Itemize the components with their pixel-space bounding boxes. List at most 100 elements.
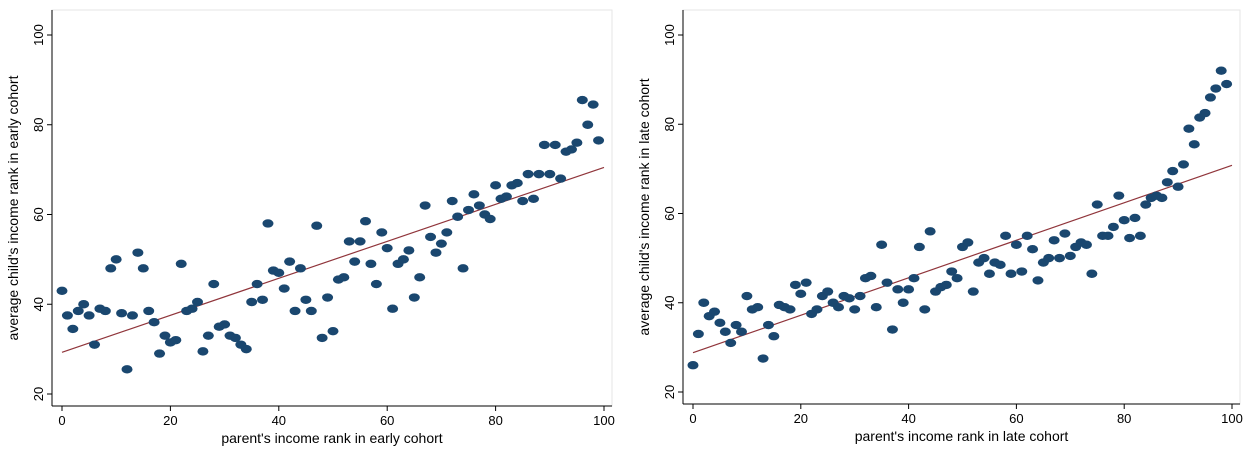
data-point bbox=[468, 190, 480, 199]
data-point bbox=[967, 287, 979, 296]
data-point bbox=[61, 311, 73, 320]
data-point bbox=[1043, 253, 1055, 263]
data-point bbox=[800, 278, 812, 287]
data-point bbox=[919, 305, 931, 314]
data-point bbox=[116, 309, 128, 318]
y-tick-label: 60 bbox=[662, 206, 677, 220]
data-point bbox=[343, 237, 355, 246]
data-point bbox=[811, 305, 823, 314]
data-point bbox=[484, 214, 496, 224]
data-point bbox=[903, 285, 915, 294]
data-point bbox=[913, 242, 925, 252]
x-tick-label: 0 bbox=[689, 411, 696, 426]
data-point bbox=[262, 219, 274, 228]
data-point bbox=[419, 201, 431, 210]
data-point bbox=[56, 286, 68, 295]
data-point bbox=[555, 174, 567, 183]
y-tick-label: 100 bbox=[31, 24, 46, 46]
x-axis-label: parent's income rank in late cohort bbox=[855, 428, 1069, 444]
data-point bbox=[822, 287, 834, 296]
data-point bbox=[289, 306, 301, 316]
data-point bbox=[1215, 66, 1227, 75]
data-point bbox=[1054, 253, 1066, 263]
data-point bbox=[843, 294, 855, 303]
data-point bbox=[370, 279, 382, 289]
data-point bbox=[983, 269, 995, 278]
data-point bbox=[1156, 193, 1168, 203]
data-point bbox=[192, 297, 203, 307]
data-point bbox=[709, 307, 721, 316]
x-tick-label: 60 bbox=[380, 413, 394, 428]
data-point bbox=[881, 278, 893, 287]
data-point bbox=[430, 248, 442, 257]
data-point bbox=[110, 255, 122, 264]
data-point bbox=[500, 192, 512, 201]
scatter-chart-late-cohort: 0 20 40 60 80 100 20 40 60 80 100 parent's income r… bbox=[636, 9, 1243, 444]
data-point bbox=[1010, 240, 1022, 249]
data-point bbox=[1210, 84, 1222, 93]
x-tick-label: 20 bbox=[794, 411, 808, 426]
data-point bbox=[273, 268, 285, 278]
data-point bbox=[305, 306, 317, 316]
data-point bbox=[908, 274, 920, 283]
data-point bbox=[576, 95, 588, 105]
data-point bbox=[725, 338, 737, 348]
data-point bbox=[121, 365, 133, 374]
data-point bbox=[924, 227, 936, 236]
data-point bbox=[692, 329, 704, 339]
y-tick-label: 100 bbox=[662, 24, 677, 46]
x-tick-label: 0 bbox=[58, 413, 65, 428]
data-point bbox=[865, 271, 877, 281]
data-point bbox=[246, 297, 258, 307]
data-point bbox=[892, 285, 904, 294]
x-tick-label: 60 bbox=[1009, 411, 1023, 426]
data-point bbox=[1080, 240, 1092, 249]
fitted-line bbox=[692, 164, 1233, 354]
data-point bbox=[143, 306, 155, 316]
data-point bbox=[549, 140, 561, 150]
data-point bbox=[360, 217, 372, 226]
data-point bbox=[714, 318, 726, 328]
plot-area bbox=[51, 9, 613, 407]
data-point bbox=[795, 289, 807, 299]
x-tick-label: 100 bbox=[1221, 411, 1243, 426]
y-tick-label: 80 bbox=[31, 118, 46, 132]
data-point bbox=[784, 305, 796, 314]
data-point bbox=[1032, 276, 1044, 285]
data-point bbox=[1221, 79, 1233, 89]
data-point bbox=[741, 291, 753, 301]
data-point bbox=[473, 201, 485, 210]
data-point bbox=[1140, 200, 1152, 209]
data-point bbox=[833, 303, 845, 312]
data-point bbox=[849, 305, 861, 314]
data-point bbox=[316, 333, 328, 343]
data-point bbox=[387, 304, 399, 313]
data-point bbox=[67, 324, 79, 334]
data-point bbox=[403, 246, 415, 255]
data-point bbox=[962, 238, 974, 247]
data-point bbox=[511, 178, 523, 188]
y-tick-label: 40 bbox=[31, 297, 46, 311]
data-point bbox=[99, 306, 111, 316]
data-point bbox=[1134, 231, 1146, 241]
data-point bbox=[1177, 160, 1189, 169]
data-point bbox=[159, 331, 171, 340]
data-point bbox=[175, 259, 187, 269]
data-point bbox=[1016, 267, 1028, 276]
data-point bbox=[197, 347, 209, 356]
x-axis-label: parent's income rank in early cohort bbox=[221, 430, 442, 446]
data-point bbox=[327, 326, 339, 336]
data-point bbox=[365, 259, 377, 269]
y-axis-label: average child's income rank in early coh… bbox=[5, 75, 21, 340]
data-point bbox=[1188, 140, 1200, 149]
data-point bbox=[544, 169, 556, 179]
data-point bbox=[381, 243, 393, 253]
scatter-chart-early-cohort: 0 20 40 60 80 100 20 40 60 80 100 parent's income r… bbox=[5, 9, 615, 446]
data-point bbox=[1113, 191, 1125, 200]
data-point bbox=[854, 291, 866, 301]
data-point bbox=[946, 267, 958, 276]
y-tick-label: 20 bbox=[662, 385, 677, 399]
data-point bbox=[528, 194, 540, 203]
data-point bbox=[1086, 269, 1098, 278]
data-point bbox=[522, 169, 534, 179]
